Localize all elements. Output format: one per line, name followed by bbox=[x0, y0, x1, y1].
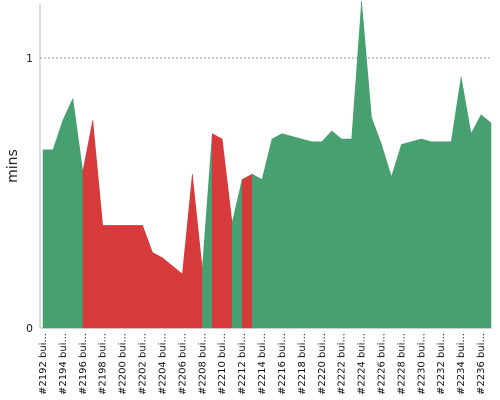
area-segment-2225-success bbox=[361, 1, 372, 329]
area-segment-2215-success bbox=[261, 138, 273, 329]
area-segment-2209-success bbox=[202, 133, 213, 329]
x-tick-label: #2208 bui... bbox=[197, 333, 208, 395]
area-segment-2193-success bbox=[42, 149, 54, 329]
area-segment-2223-success bbox=[341, 138, 352, 329]
area-layer bbox=[42, 1, 492, 329]
x-tick-label: #2230 bui... bbox=[416, 333, 427, 395]
area-segment-2233-success bbox=[440, 141, 452, 329]
x-tick-label: #2234 bui... bbox=[456, 333, 467, 395]
x-tick-label: #2196 bui... bbox=[78, 333, 89, 395]
area-segment-2195-success bbox=[62, 98, 74, 329]
area-segment-2206-failure bbox=[172, 265, 183, 329]
area-segment-2235-success bbox=[460, 76, 472, 329]
x-tick-label: #2228 bui... bbox=[396, 333, 407, 395]
area-segment-2219-success bbox=[301, 138, 313, 329]
area-segment-2222-success bbox=[331, 130, 342, 329]
y-tick-label: 0 bbox=[26, 322, 33, 335]
area-segment-2198-failure bbox=[92, 120, 103, 329]
area-segment-2228-success bbox=[391, 144, 402, 329]
area-segment-2217-success bbox=[281, 133, 293, 329]
area-segment-2234-success bbox=[450, 76, 462, 329]
x-tick-label: #2210 bui... bbox=[217, 333, 228, 395]
area-segment-2232-success bbox=[431, 141, 442, 329]
area-segment-2237-success bbox=[480, 114, 492, 329]
x-tick-label: #2194 bui... bbox=[58, 333, 69, 395]
area-segment-2231-success bbox=[421, 138, 432, 329]
y-tick-label: 1 bbox=[26, 52, 33, 65]
area-segment-2221-success bbox=[321, 130, 332, 329]
area-segment-2211-failure bbox=[221, 138, 233, 329]
y-axis-title: mins bbox=[5, 149, 21, 183]
area-segment-2210-failure bbox=[211, 133, 223, 329]
area-segment-2214-success bbox=[251, 173, 263, 329]
x-tick-label: #2218 bui... bbox=[297, 333, 308, 395]
area-segment-2226-success bbox=[371, 117, 382, 329]
x-tick-label: #2236 bui... bbox=[476, 333, 487, 395]
area-segment-2201-failure bbox=[122, 225, 133, 329]
area-segment-2216-success bbox=[271, 133, 283, 329]
area-segment-2213-failure bbox=[241, 173, 253, 329]
area-segment-2194-success bbox=[52, 120, 64, 329]
area-segment-2227-success bbox=[381, 144, 392, 329]
area-segment-2199-failure bbox=[102, 225, 113, 329]
area-segment-2205-failure bbox=[162, 257, 173, 329]
x-tick-label: #2224 bui... bbox=[357, 333, 368, 395]
area-segment-2197-failure bbox=[82, 120, 94, 329]
area-segment-2212-success bbox=[231, 179, 243, 329]
x-tick-label: #2202 bui... bbox=[138, 333, 149, 395]
x-tick-label: #2232 bui... bbox=[436, 333, 447, 395]
x-tick-label: #2204 bui... bbox=[157, 333, 168, 395]
area-segment-2204-failure bbox=[152, 251, 163, 329]
area-segment-2218-success bbox=[291, 135, 303, 329]
x-tick-label: #2206 bui... bbox=[177, 333, 188, 395]
x-tick-label: #2200 bui... bbox=[118, 333, 129, 395]
area-segment-2208-failure bbox=[192, 174, 203, 329]
x-tick-label: #2220 bui... bbox=[317, 333, 328, 395]
x-tick-label: #2212 bui... bbox=[237, 333, 248, 395]
area-segment-2207-failure bbox=[182, 174, 193, 329]
x-tick-label: #2226 bui... bbox=[376, 333, 387, 395]
area-segment-2203-failure bbox=[142, 225, 153, 329]
area-segment-2202-failure bbox=[132, 225, 143, 329]
x-tick-label: #2214 bui... bbox=[257, 333, 268, 395]
area-segment-2236-success bbox=[470, 114, 482, 329]
area-segment-2229-success bbox=[401, 141, 412, 329]
x-tick-label: #2216 bui... bbox=[277, 333, 288, 395]
area-segment-2200-failure bbox=[112, 225, 123, 329]
x-tick-layer: #2192 bui... #2194 bui... #2196 bui... #219… bbox=[38, 333, 487, 395]
x-tick-label: #2192 bui... bbox=[38, 333, 49, 395]
x-tick-label: #2198 bui... bbox=[98, 333, 109, 395]
x-tick-label: #2222 bui... bbox=[337, 333, 348, 395]
y-tick-layer: 01 bbox=[26, 52, 33, 335]
area-segment-2224-success bbox=[351, 1, 362, 329]
area-segment-2220-success bbox=[311, 141, 323, 329]
area-segment-2196-success bbox=[72, 98, 84, 329]
area-segment-2230-success bbox=[411, 138, 422, 329]
